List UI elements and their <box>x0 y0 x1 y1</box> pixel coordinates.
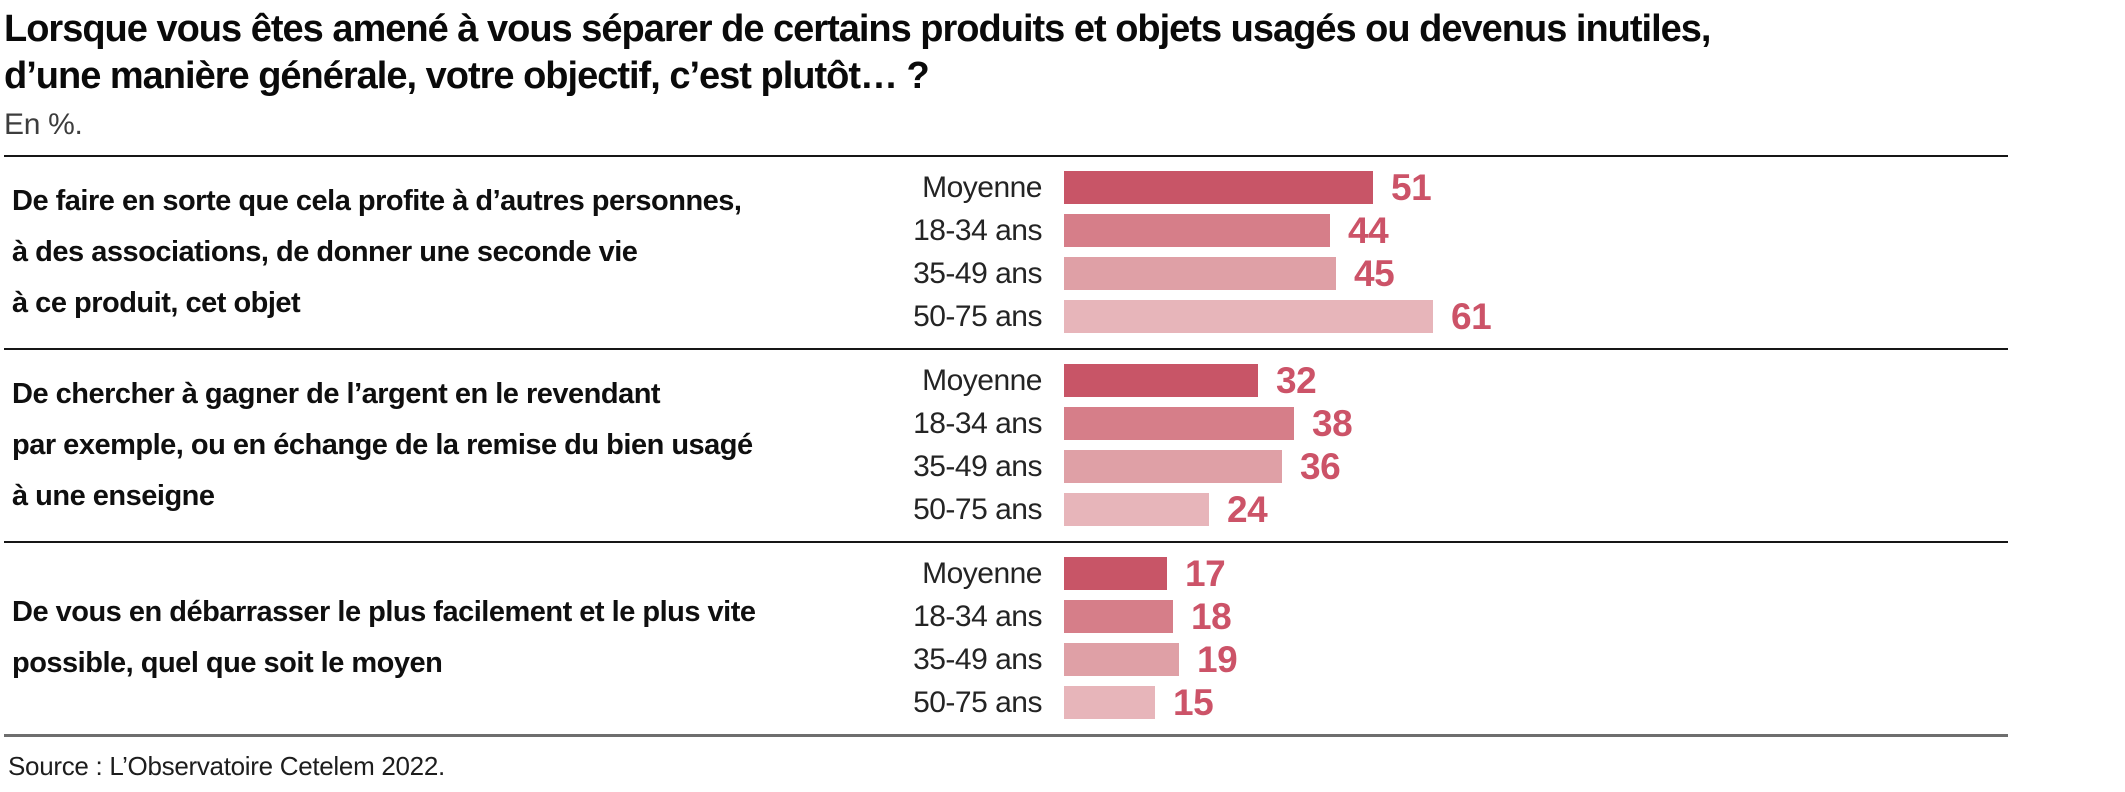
bar-row: 18-34 ans 18 <box>866 596 2008 637</box>
bar-row: 50-75 ans 61 <box>866 296 2008 337</box>
group-label: De faire en sorte que cela profite à d’a… <box>4 171 866 333</box>
bar-value-label: 15 <box>1173 681 1214 723</box>
bar-row: Moyenne 32 <box>866 360 2008 401</box>
bar-row: 35-49 ans 19 <box>866 639 2008 680</box>
group-label-line: à une enseigne <box>12 479 215 512</box>
chart-group-revendre: De chercher à gagner de l’argent en le r… <box>4 348 2008 541</box>
group-label-line: à ce produit, cet objet <box>12 286 301 319</box>
category-label: 18-34 ans <box>913 406 1042 440</box>
bar-value-label: 61 <box>1451 295 1492 337</box>
bar-50-75 <box>1064 686 1155 719</box>
bar-value-label: 19 <box>1197 638 1238 680</box>
category-label: 50-75 ans <box>913 492 1042 526</box>
category-label: 50-75 ans <box>913 685 1042 719</box>
bar-row: 50-75 ans 24 <box>866 489 2008 530</box>
bar-18-34 <box>1064 407 1294 440</box>
bar-value-label: 24 <box>1227 488 1268 530</box>
source-note: Source : L’Observatoire Cetelem 2022. <box>8 751 445 781</box>
bar-35-49 <box>1064 450 1282 483</box>
group-label-line: à des associations, de donner une second… <box>12 235 638 268</box>
bar-18-34 <box>1064 600 1173 633</box>
bar-50-75 <box>1064 493 1209 526</box>
bar-value-label: 44 <box>1348 209 1389 251</box>
group-label-line: possible, quel que soit le moyen <box>12 647 443 679</box>
bar-value-label: 17 <box>1185 552 1226 594</box>
group-label-line: par exemple, ou en échange de la remise … <box>12 428 753 461</box>
bar-value-label: 36 <box>1300 445 1341 487</box>
bar-row: 35-49 ans 36 <box>866 446 2008 487</box>
bar-50-75 <box>1064 300 1433 333</box>
bar-moyenne <box>1064 557 1167 590</box>
group-label-line: De faire en sorte que cela profite à d’a… <box>12 184 742 217</box>
bar-row: 50-75 ans 15 <box>866 682 2008 723</box>
bar-value-label: 45 <box>1354 252 1395 294</box>
category-label: Moyenne <box>922 170 1042 204</box>
group-label: De vous en débarrasser le plus facilemen… <box>4 557 866 719</box>
category-label: 18-34 ans <box>913 213 1042 247</box>
bar-value-label: 32 <box>1276 359 1317 401</box>
bar-35-49 <box>1064 643 1179 676</box>
chart-title-line2: d’une manière générale, votre objectif, … <box>4 55 930 97</box>
category-label: 50-75 ans <box>913 299 1042 333</box>
bar-18-34 <box>1064 214 1330 247</box>
bar-row: Moyenne 17 <box>866 553 2008 594</box>
bar-value-label: 51 <box>1391 166 1432 208</box>
group-label-line: De vous en débarrasser le plus facilemen… <box>12 596 756 628</box>
group-label: De chercher à gagner de l’argent en le r… <box>4 364 866 526</box>
bar-value-label: 38 <box>1312 402 1353 444</box>
bar-rows: Moyenne 32 18-34 ans 38 35-49 ans 36 50-… <box>866 360 2008 530</box>
bar-chart: De faire en sorte que cela profite à d’a… <box>4 155 2008 737</box>
group-label-line: De chercher à gagner de l’argent en le r… <box>12 377 661 410</box>
category-label: 35-49 ans <box>913 449 1042 483</box>
bar-row: Moyenne 51 <box>866 167 2008 208</box>
category-label: Moyenne <box>922 556 1042 590</box>
category-label: 18-34 ans <box>913 599 1042 633</box>
chart-group-donner: De faire en sorte que cela profite à d’a… <box>4 155 2008 348</box>
bar-35-49 <box>1064 257 1336 290</box>
chart-title: Lorsque vous êtes amené à vous séparer d… <box>4 6 2104 100</box>
bar-row: 18-34 ans 44 <box>866 210 2008 251</box>
bar-moyenne <box>1064 171 1373 204</box>
chart-group-debarrasser: De vous en débarrasser le plus facilemen… <box>4 541 2008 734</box>
bar-value-label: 18 <box>1191 595 1232 637</box>
category-label: Moyenne <box>922 363 1042 397</box>
bar-row: 18-34 ans 38 <box>866 403 2008 444</box>
category-label: 35-49 ans <box>913 256 1042 290</box>
chart-subtitle: En %. <box>4 108 83 141</box>
bar-rows: Moyenne 17 18-34 ans 18 35-49 ans 19 50-… <box>866 553 2008 723</box>
category-label: 35-49 ans <box>913 642 1042 676</box>
bar-moyenne <box>1064 364 1258 397</box>
bar-row: 35-49 ans 45 <box>866 253 2008 294</box>
bar-rows: Moyenne 51 18-34 ans 44 35-49 ans 45 50-… <box>866 167 2008 337</box>
chart-title-line1: Lorsque vous êtes amené à vous séparer d… <box>4 8 1711 50</box>
